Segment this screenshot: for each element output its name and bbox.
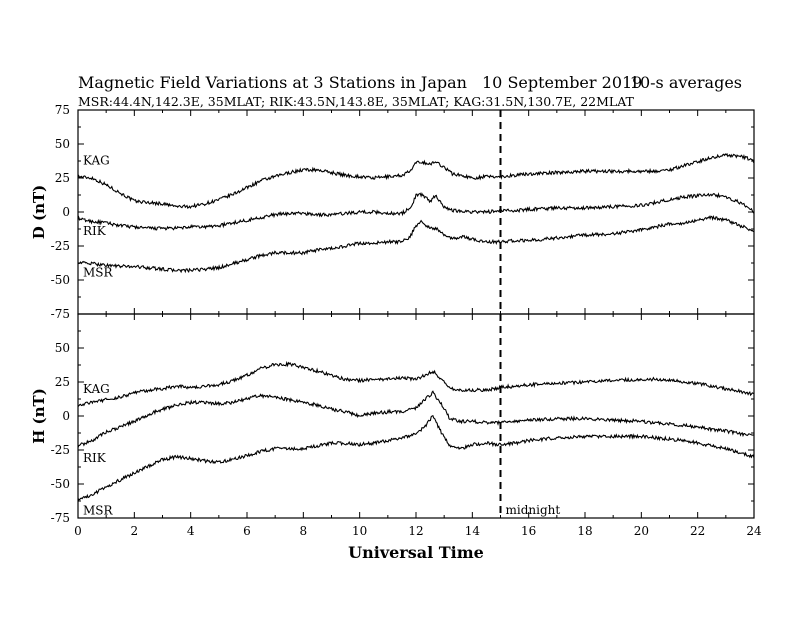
chart-date: 10 September 2019: [482, 73, 642, 92]
chart-averaging-note: 10-s averages: [630, 73, 742, 92]
y-axis-label-top: D (nT): [30, 185, 48, 240]
x-tick-label: 12: [408, 524, 423, 538]
series-line-rik-bottom: [77, 390, 755, 448]
y-tick-label: 0: [62, 205, 70, 219]
y-tick-label: -50: [51, 477, 70, 491]
x-axis-label: Universal Time: [348, 543, 484, 562]
series-line-msr-bottom: [77, 414, 755, 503]
midnight-label: midnight: [506, 503, 561, 517]
x-tick-label: 20: [634, 524, 649, 538]
plot-frame-top: [77, 109, 755, 315]
station-coordinates: MSR:44.4N,142.3E, 35MLAT; RIK:43.5N,143.…: [78, 94, 635, 109]
x-tick-label: 10: [352, 524, 367, 538]
y-tick-label: 25: [55, 171, 70, 185]
series-label-msr-top: MSR: [83, 265, 114, 279]
series-line-kag-bottom: [77, 360, 755, 408]
x-tick-label: 2: [131, 524, 139, 538]
series-label-msr-bottom: MSR: [83, 503, 114, 517]
y-axis-label-bottom: H (nT): [30, 388, 48, 444]
x-tick-label: 4: [187, 524, 195, 538]
series-line-kag-top: [77, 152, 755, 210]
series-line-rik-top: [77, 192, 755, 231]
x-tick-label: 0: [74, 524, 82, 538]
y-tick-label: -25: [51, 239, 70, 253]
x-tick-label: 14: [465, 524, 481, 538]
series-label-kag-bottom: KAG: [83, 382, 110, 396]
x-tick-label: 16: [521, 524, 536, 538]
y-tick-label: 50: [55, 341, 70, 355]
series-line-msr-top: [77, 215, 754, 274]
y-tick-label: 0: [62, 409, 70, 423]
x-tick-label: 22: [690, 524, 705, 538]
y-tick-label: 75: [55, 103, 70, 117]
y-tick-label: -25: [51, 443, 70, 457]
x-tick-label: 18: [577, 524, 592, 538]
series-label-kag-top: KAG: [83, 154, 110, 168]
y-tick-label: -75: [51, 511, 70, 525]
x-tick-label: 24: [746, 524, 762, 538]
plot-frame-bottom: [77, 313, 755, 519]
series-label-rik-bottom: RIK: [83, 451, 107, 465]
x-tick-label: 8: [300, 524, 308, 538]
y-tick-label: -75: [51, 307, 70, 321]
y-tick-label: -50: [51, 273, 70, 287]
x-tick-label: 6: [243, 524, 251, 538]
y-tick-label: 50: [55, 137, 70, 151]
chart-title: Magnetic Field Variations at 3 Stations …: [78, 73, 467, 92]
y-tick-label: 25: [55, 375, 70, 389]
series-label-rik-top: RIK: [83, 224, 107, 238]
